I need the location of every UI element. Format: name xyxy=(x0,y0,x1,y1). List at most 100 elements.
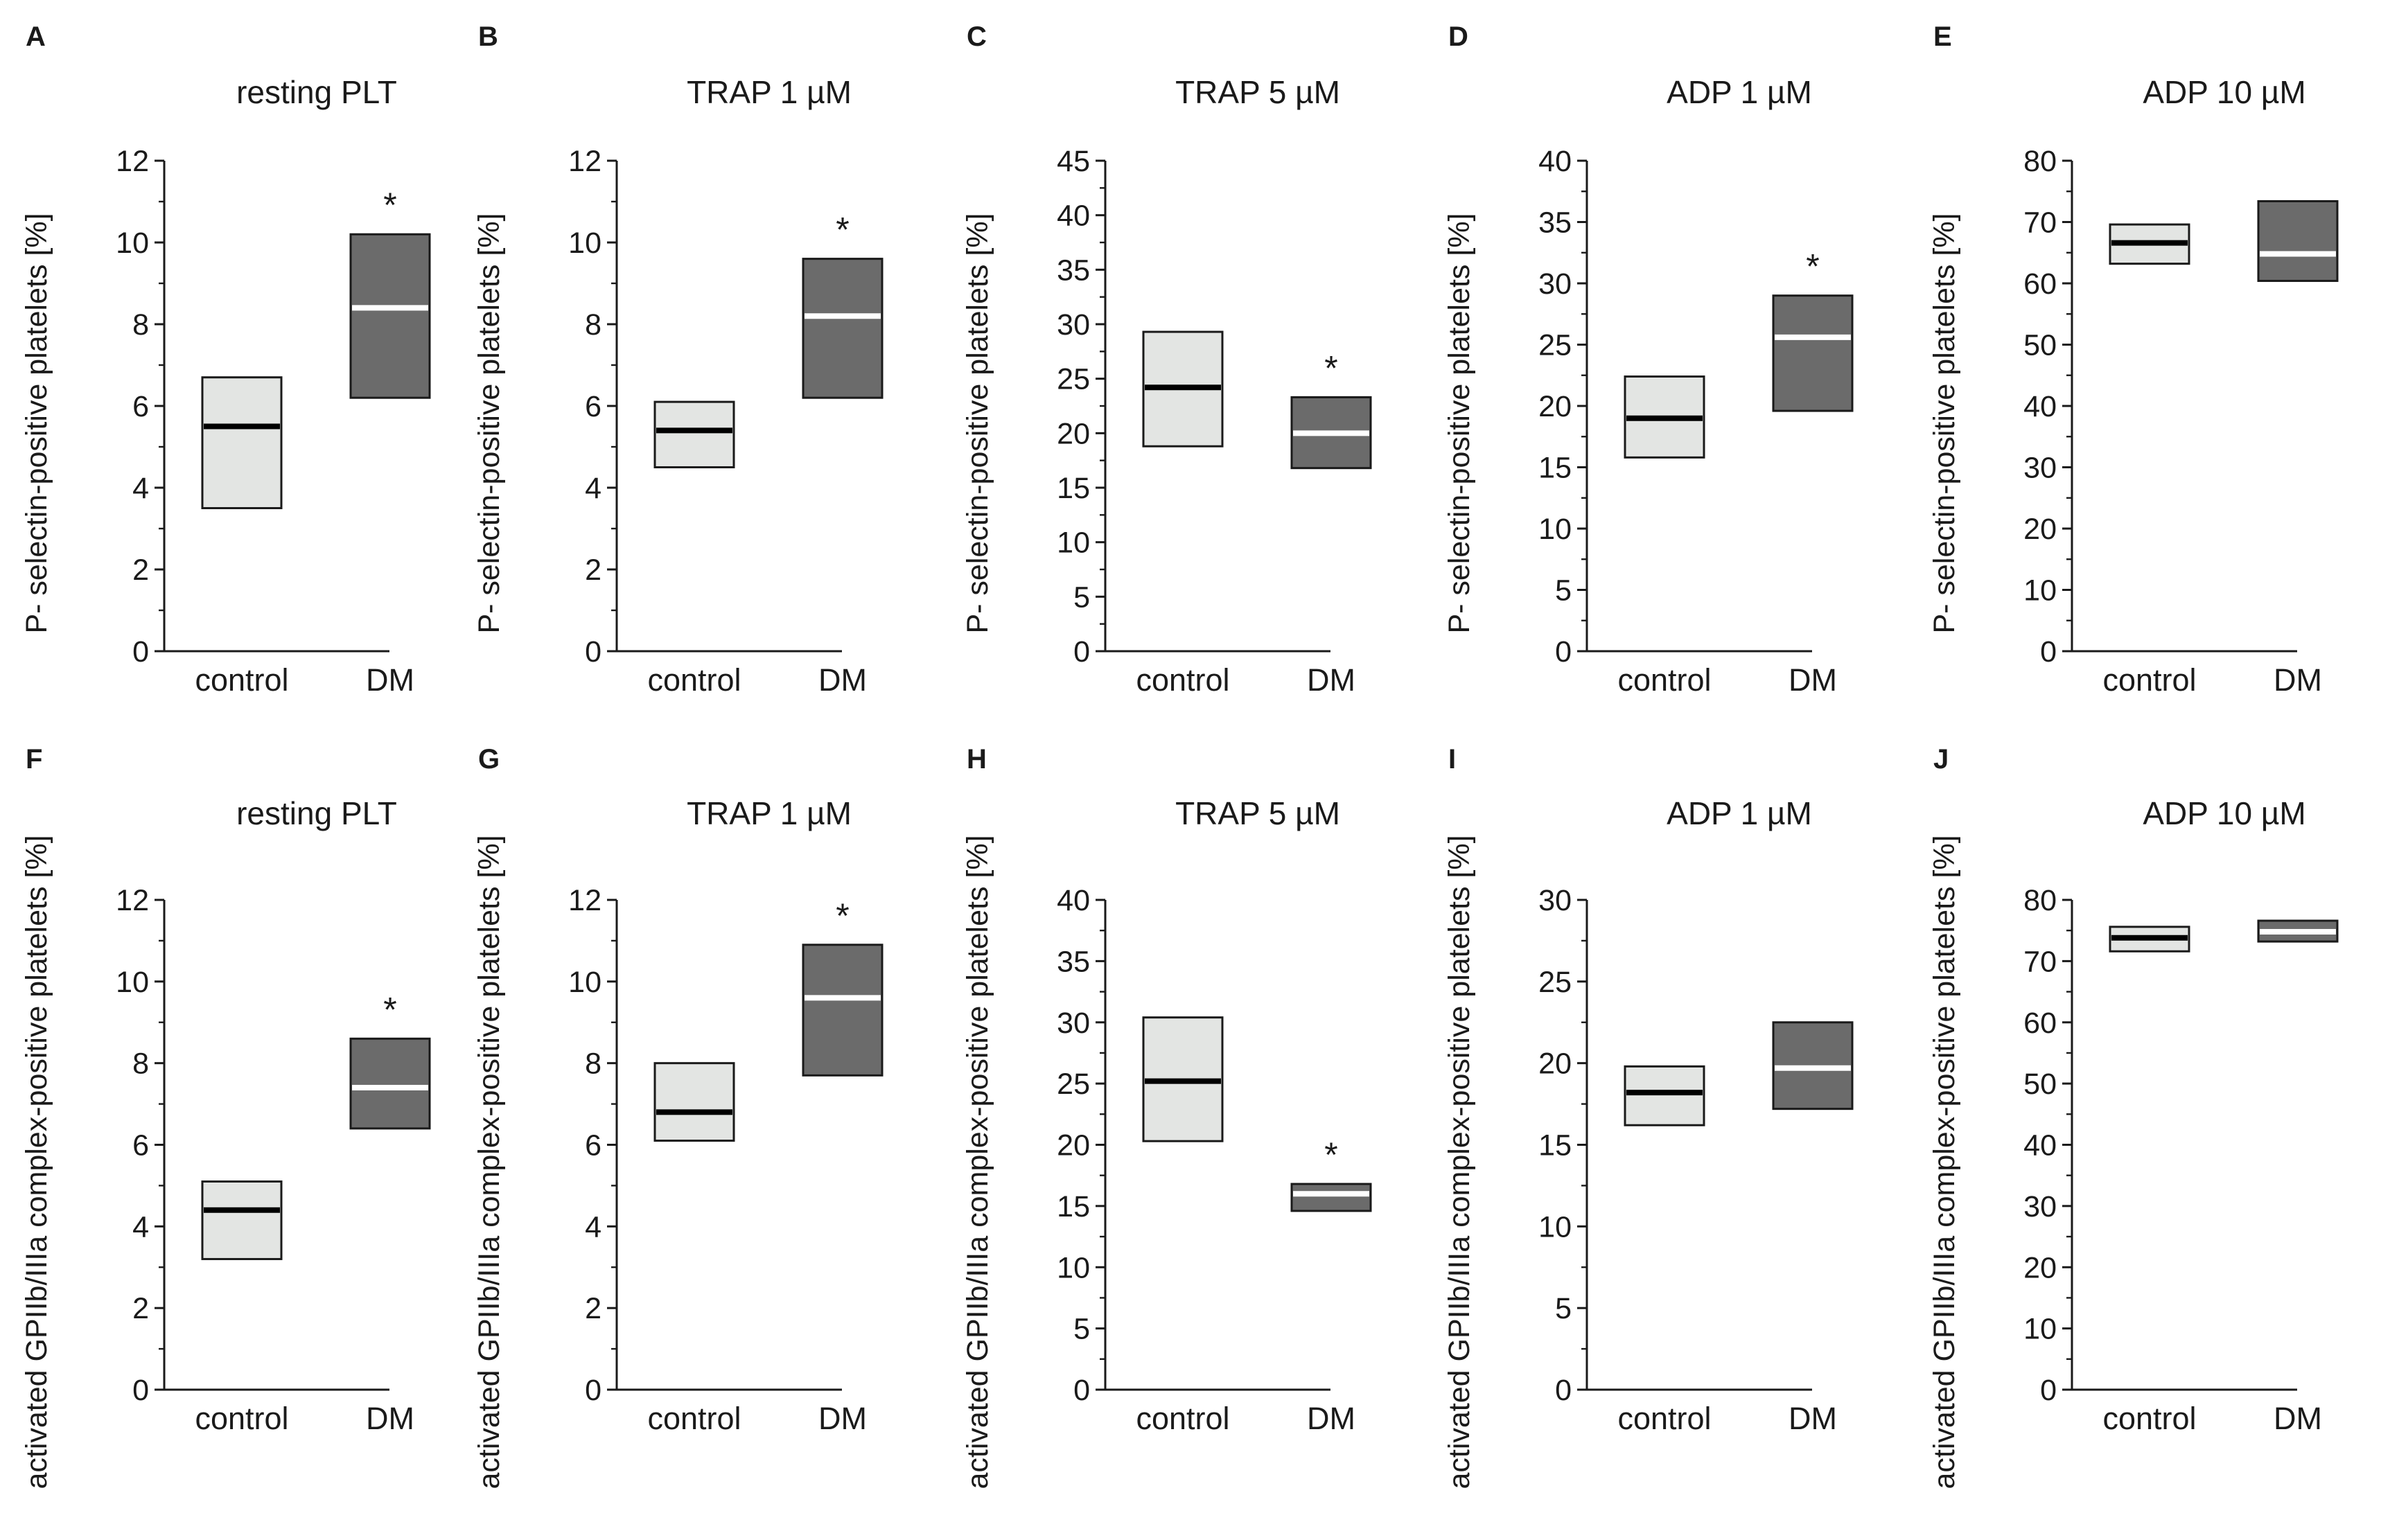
x-tick-label: control xyxy=(1617,1401,1711,1436)
box-control xyxy=(201,1180,283,1260)
x-tick-label: DM xyxy=(818,662,867,698)
chart-panel-e: E ADP 10 µM P- selectin-positive platelets… xyxy=(1928,21,2339,698)
y-tick-label: 0 xyxy=(132,635,149,669)
y-tick-label: 6 xyxy=(585,390,601,423)
y-tick-label: 12 xyxy=(116,884,149,917)
y-tick-label: 12 xyxy=(568,884,601,917)
chart-panel-g: G TRAP 1 µM activated GPIIb/IIIa complex-p… xyxy=(473,744,884,1489)
chart-panel-b: B TRAP 1 µM P- selectin-positive platelets… xyxy=(473,21,884,698)
y-tick-label: 15 xyxy=(1057,1190,1090,1223)
x-tick-label: control xyxy=(195,662,288,698)
chart-title: TRAP 5 µM xyxy=(1175,795,1340,831)
chart-title: ADP 10 µM xyxy=(2143,795,2305,831)
y-tick-label: 50 xyxy=(2023,329,2057,362)
y-tick-label: 80 xyxy=(2023,884,2057,917)
y-tick-label: 15 xyxy=(1057,472,1090,505)
panel-letter: H xyxy=(967,744,987,775)
y-tick-label: 10 xyxy=(1057,526,1090,560)
y-axis-label: activated GPIIb/IIIa complex-positive pl… xyxy=(1443,835,1476,1489)
significance-marker: * xyxy=(1324,1135,1337,1174)
x-tick-label: control xyxy=(1136,1401,1229,1436)
panel-letter: D xyxy=(1448,21,1468,52)
chart-panel-h: H TRAP 5 µM activated GPIIb/IIIa complex-p… xyxy=(961,744,1372,1489)
y-tick-label: 50 xyxy=(2023,1068,2057,1101)
chart-title: TRAP 1 µM xyxy=(687,74,852,110)
chart-panel-d: D ADP 1 µM P- selectin-positive platelets … xyxy=(1443,21,1854,698)
y-tick-label: 70 xyxy=(2023,945,2057,978)
chart-title: resting PLT xyxy=(236,795,397,831)
x-tick-label: control xyxy=(1617,662,1711,698)
x-tick-label: DM xyxy=(2274,662,2322,698)
y-axis-label: P- selectin-positive platelets [%] xyxy=(961,213,994,633)
y-tick-label: 40 xyxy=(1057,884,1090,917)
y-tick-label: 30 xyxy=(1538,884,1572,917)
significance-marker: * xyxy=(836,211,849,249)
y-tick-label: 20 xyxy=(2023,513,2057,546)
x-tick-label: control xyxy=(195,1401,288,1436)
x-tick-label: DM xyxy=(1789,1401,1837,1436)
y-tick-label: 8 xyxy=(585,1047,601,1081)
y-tick-label: 10 xyxy=(2023,574,2057,608)
y-tick-label: 5 xyxy=(1555,1292,1572,1325)
box-dm xyxy=(802,944,884,1077)
y-axis-label: activated GPIIb/IIIa complex-positive pl… xyxy=(1928,835,1961,1489)
y-tick-label: 30 xyxy=(1057,308,1090,342)
x-tick-label: DM xyxy=(1307,662,1355,698)
significance-marker: * xyxy=(1806,247,1819,286)
x-tick-label: DM xyxy=(1307,1401,1355,1436)
y-tick-label: 2 xyxy=(585,1292,601,1325)
significance-marker: * xyxy=(1324,348,1337,387)
x-tick-label: DM xyxy=(2274,1401,2322,1436)
significance-marker: * xyxy=(383,990,396,1029)
x-tick-label: DM xyxy=(818,1401,867,1436)
y-tick-label: 20 xyxy=(2023,1251,2057,1284)
y-tick-label: 2 xyxy=(132,554,149,587)
x-tick-label: DM xyxy=(366,662,414,698)
y-tick-label: 0 xyxy=(1073,635,1090,669)
y-tick-label: 40 xyxy=(2023,1129,2057,1162)
y-tick-label: 20 xyxy=(1057,1129,1090,1162)
y-tick-label: 0 xyxy=(585,635,601,669)
y-axis-label: P- selectin-positive platelets [%] xyxy=(1928,213,1961,633)
y-tick-label: 10 xyxy=(116,227,149,260)
box-dm xyxy=(1772,294,1854,412)
y-tick-label: 0 xyxy=(132,1374,149,1407)
panel-letter: A xyxy=(26,21,46,52)
significance-marker: * xyxy=(383,186,396,224)
chart-title: ADP 1 µM xyxy=(1667,795,1812,831)
y-tick-label: 20 xyxy=(1538,390,1572,423)
y-tick-label: 4 xyxy=(132,472,149,505)
chart-title: resting PLT xyxy=(236,74,397,110)
chart-title: TRAP 1 µM xyxy=(687,795,852,831)
y-tick-label: 25 xyxy=(1057,1068,1090,1101)
y-tick-label: 25 xyxy=(1538,966,1572,999)
chart-panel-i: I ADP 1 µM activated GPIIb/IIIa complex-po… xyxy=(1443,744,1854,1489)
y-tick-label: 15 xyxy=(1538,1129,1572,1162)
box-dm xyxy=(349,233,431,399)
box-control xyxy=(1624,1065,1705,1126)
y-tick-label: 10 xyxy=(568,966,601,999)
y-tick-label: 30 xyxy=(2023,1190,2057,1223)
y-tick-label: 0 xyxy=(1555,1374,1572,1407)
y-tick-label: 8 xyxy=(585,308,601,342)
y-tick-label: 5 xyxy=(1555,574,1572,608)
y-tick-label: 30 xyxy=(1057,1007,1090,1040)
y-tick-label: 0 xyxy=(2040,635,2057,669)
chart-panel-j: J ADP 10 µM activated GPIIb/IIIa complex-p… xyxy=(1928,744,2339,1489)
y-tick-label: 60 xyxy=(2023,267,2057,301)
y-tick-label: 0 xyxy=(2040,1374,2057,1407)
panel-letter: C xyxy=(967,21,987,52)
y-tick-label: 8 xyxy=(132,1047,149,1081)
x-tick-label: control xyxy=(2102,662,2196,698)
y-axis-label: activated GPIIb/IIIa complex-positive pl… xyxy=(961,835,994,1489)
y-tick-label: 10 xyxy=(1538,1210,1572,1243)
y-tick-label: 70 xyxy=(2023,206,2057,240)
y-tick-label: 6 xyxy=(585,1129,601,1162)
panel-letter: I xyxy=(1448,744,1456,775)
box-dm xyxy=(2257,200,2339,282)
box-control xyxy=(653,1062,735,1142)
y-tick-label: 40 xyxy=(1057,200,1090,233)
y-tick-label: 5 xyxy=(1073,1313,1090,1346)
